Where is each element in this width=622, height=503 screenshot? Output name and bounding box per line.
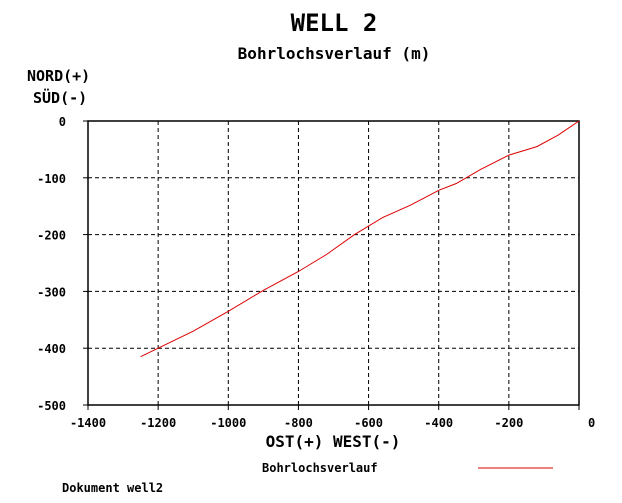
y-tick-label: -100 xyxy=(37,172,66,186)
x-axis-label: OST(+) WEST(-) xyxy=(266,432,401,451)
y-axis-label-south: SÜD(-) xyxy=(33,88,87,107)
x-tick-label: 0 xyxy=(588,416,595,430)
data-series xyxy=(140,120,580,358)
grid-lines xyxy=(88,121,579,405)
y-tick-label: -400 xyxy=(37,342,66,356)
x-tick-label: -800 xyxy=(284,416,313,430)
y-tick-label: -500 xyxy=(37,399,66,413)
x-tick-label: -600 xyxy=(354,416,383,430)
y-tick-label: -300 xyxy=(37,285,66,299)
x-tick-label: -400 xyxy=(424,416,453,430)
x-tick-label: -1200 xyxy=(140,416,176,430)
x-tick-label: -1000 xyxy=(210,416,246,430)
y-tick-label: -200 xyxy=(37,229,66,243)
plot-frame xyxy=(87,120,580,406)
chart-title: WELL 2 xyxy=(291,9,378,37)
x-tick-label: -1400 xyxy=(70,416,106,430)
chart-subtitle: Bohrlochsverlauf (m) xyxy=(238,44,431,63)
legend-label: Bohrlochsverlauf xyxy=(262,461,378,475)
series-line-wellbore xyxy=(140,120,580,358)
y-tick-label: 0 xyxy=(59,115,66,129)
document-label: Dokument well2 xyxy=(62,481,163,495)
axis-ticks: -1400 -1200 -1000 -800 -600 -400 -200 0 0 -100 -20… xyxy=(37,115,595,430)
x-tick-label: -200 xyxy=(494,416,523,430)
y-axis-label-north: NORD(+) xyxy=(27,67,90,85)
